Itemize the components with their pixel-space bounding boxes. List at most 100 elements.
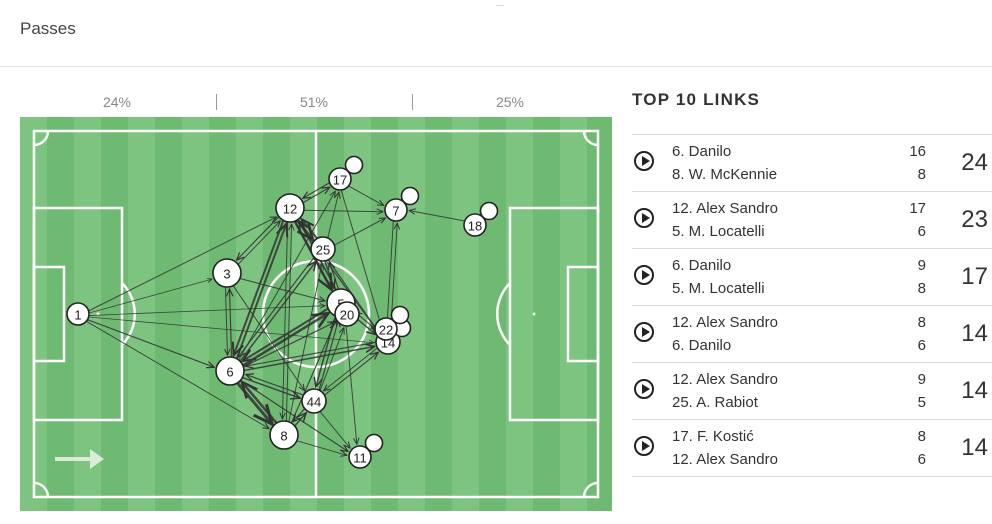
pass-link [242, 376, 301, 399]
player-circle [212, 258, 242, 288]
play-icon[interactable] [634, 151, 654, 171]
pass-link [288, 263, 322, 422]
pass-link [242, 313, 328, 367]
player-circle [374, 317, 398, 341]
top-links-title: TOP 10 LINKS [632, 90, 761, 109]
play-icon[interactable] [634, 322, 654, 342]
link-total: 23 [961, 206, 988, 233]
player-node[interactable]: 20 [334, 301, 360, 327]
player-node[interactable]: 17 [328, 155, 364, 191]
player-number: 17 [333, 173, 347, 188]
pass-link [303, 210, 383, 211]
sub-out-icon [344, 155, 364, 175]
pass-link [238, 256, 315, 357]
player-node[interactable]: 18 [463, 201, 499, 237]
pass-link [285, 224, 291, 422]
player-node[interactable]: 1 [66, 302, 90, 326]
player-circle [348, 445, 372, 469]
link-player-b: 5. M. Locatelli [672, 280, 765, 297]
player-node[interactable]: 8 [269, 420, 299, 450]
player-node[interactable]: 22 [374, 305, 410, 341]
pass-link [324, 347, 378, 391]
link-total: 14 [961, 320, 988, 347]
player-node[interactable]: 3 [212, 258, 242, 288]
play-icon[interactable] [634, 379, 654, 399]
top-link-row[interactable]: 12. Alex Sandro 25. A. Rabiot 9 5 14 [632, 362, 992, 419]
pass-link [316, 315, 337, 387]
page-title: Passes [20, 19, 76, 38]
pitch-stripe [209, 117, 236, 511]
link-count-a: 9 [917, 371, 926, 388]
player-circle [66, 302, 90, 326]
link-count-a: 9 [917, 257, 926, 274]
top-link-row[interactable]: 6. Danilo 8. W. McKennie 16 8 24 [632, 134, 992, 191]
link-count-b: 6 [917, 337, 926, 354]
player-circle [215, 356, 245, 386]
pass-link [225, 287, 227, 355]
sub-in-icon [479, 201, 499, 221]
player-number: 6 [226, 365, 233, 380]
pass-link [324, 352, 379, 396]
player-number: 20 [340, 308, 354, 323]
pass-link [237, 221, 280, 265]
link-count-a: 16 [909, 143, 926, 160]
link-player-a: 9. D [672, 485, 700, 488]
pass-link [387, 220, 394, 328]
zone-middle-pct: 51% [299, 94, 329, 110]
direction-arrow-icon [55, 449, 104, 469]
pass-link [88, 217, 277, 312]
play-icon[interactable] [634, 436, 654, 456]
pass-link [318, 319, 339, 391]
top-link-row[interactable]: 12. Alex Sandro 5. M. Locatelli 17 6 23 [632, 191, 992, 248]
link-player-a: 12. Alex Sandro [672, 314, 778, 331]
top-link-row[interactable]: 6. Danilo 5. M. Locatelli 9 8 17 [632, 248, 992, 305]
player-node[interactable]: 7 [384, 186, 420, 222]
link-player-b: 6. Danilo [672, 337, 732, 354]
pass-link [319, 328, 344, 391]
pass-link [303, 182, 330, 198]
play-icon[interactable] [634, 265, 654, 285]
pass-link [324, 260, 334, 288]
player-node[interactable]: 25 [310, 236, 336, 262]
player-circle [384, 198, 408, 222]
pitch-stripe [587, 117, 612, 511]
player-circle [334, 301, 360, 327]
link-total: 14 [961, 377, 988, 404]
zone-right-pct: 25% [495, 94, 525, 110]
zone-left-pct: 24% [102, 94, 132, 110]
pass-link [243, 346, 374, 372]
pass-link [242, 382, 278, 424]
pass-link [235, 224, 287, 359]
link-player-b: 5. M. Locatelli [672, 223, 765, 240]
top-links-list: 6. Danilo 8. W. McKennie 16 8 24 12. Alex San… [632, 134, 992, 488]
play-icon[interactable] [634, 208, 654, 228]
player-node[interactable]: 11 [348, 433, 384, 469]
player-circle [269, 420, 299, 450]
link-total: 24 [961, 149, 988, 176]
player-nodes: 168312255204417718142211 [66, 155, 499, 469]
link-count-b: 5 [917, 394, 926, 411]
link-count-b: 8 [917, 166, 926, 183]
top-link-row[interactable]: 12. Alex Sandro 6. Danilo 8 6 14 [632, 305, 992, 362]
link-count-b: 6 [917, 223, 926, 240]
player-circle [301, 388, 327, 414]
pass-link [282, 221, 289, 419]
pitch-stripe [479, 117, 506, 511]
player-node[interactable]: 44 [301, 388, 327, 414]
pass-link [348, 185, 384, 205]
player-node[interactable]: 6 [215, 356, 245, 386]
pass-link [234, 220, 285, 355]
zone-divider [216, 94, 217, 110]
top-link-row[interactable]: 17. F. Kostić 12. Alex Sandro 8 6 14 [632, 419, 992, 476]
pass-link [238, 191, 336, 361]
pass-link [290, 318, 336, 424]
pass-network-pitch: 168312255204417718142211 [20, 117, 612, 511]
link-count-a: 17 [909, 200, 926, 217]
player-circle [275, 193, 305, 223]
pass-link [237, 216, 280, 260]
player-node[interactable]: 12 [275, 193, 305, 223]
top-link-row[interactable]: 9. D 9 [632, 476, 992, 488]
player-number: 3 [223, 267, 230, 282]
zone-divider [412, 94, 413, 110]
sub-in-icon [364, 433, 384, 453]
